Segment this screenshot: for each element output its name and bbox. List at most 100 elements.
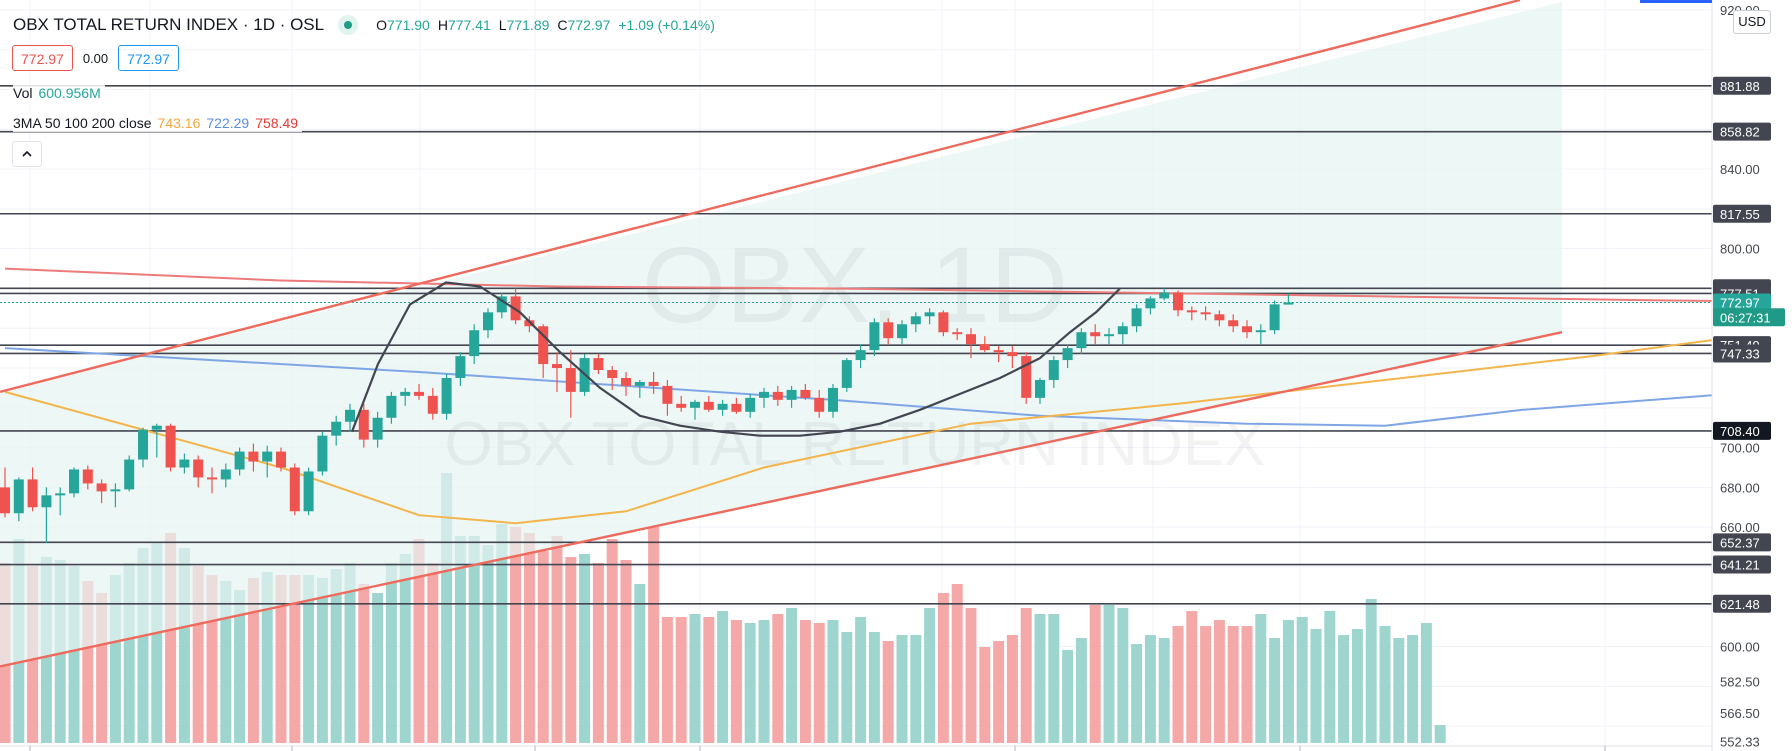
volume-bar [496,524,508,743]
candle [993,346,1004,363]
buy-price-button[interactable]: 772.97 [118,45,179,71]
y-tick-label: 582.50 [1720,674,1760,689]
candle [731,397,742,414]
candle [717,399,728,416]
volume-bar [289,575,301,743]
volume-bar [385,563,397,743]
price-level-label: 621.48 [1720,597,1760,612]
volume-bar [868,632,880,743]
volume-bar [1103,605,1115,743]
candle [634,379,645,398]
candle [690,399,700,420]
countdown-badge [1713,308,1785,327]
volume-bar [1338,635,1350,743]
candle [841,358,852,392]
volume-bar [730,620,742,743]
high-value: 777.41 [447,17,491,33]
candle-body [786,389,797,400]
volume-bar [1393,638,1405,743]
candle-body [1062,348,1073,361]
candle-body [151,425,162,430]
watermark: OBX, 1D OBX TOTAL RETURN INDEX [444,224,1265,479]
horizontal-levels [0,84,1712,605]
ma-indicator-legend[interactable]: 3MA 50 100 200 close 743.16 722.29 758.49 [13,114,303,132]
candle-body [690,401,700,408]
candle-body [883,322,894,339]
candle [1062,344,1073,369]
volume-indicator-value: 600.956M [38,85,101,101]
collapse-legend-button[interactable] [12,141,42,167]
candle-body [110,489,121,492]
candle [1035,377,1045,404]
volume-bar [703,617,715,743]
volume-bar [1351,629,1363,743]
volume-bar [565,557,577,743]
volume-bar [1296,617,1308,743]
price-axis[interactable]: 920.00840.00800.00700.00680.00660.00600.… [1711,0,1792,751]
candle-body [96,483,107,492]
low-value: 771.89 [506,17,550,33]
ma100-line [4,347,1792,427]
price-level-label: 817.55 [1720,207,1760,222]
volume-bar [372,593,384,743]
candle [207,467,217,494]
candle-body [41,495,52,508]
candle-body [703,401,714,410]
cup-pattern-curve [350,281,1121,437]
open-label: O [376,17,387,33]
price-level-label: 772.97 [1720,295,1760,310]
volume-bar [1434,725,1446,743]
candle [676,395,687,412]
candle [786,385,797,408]
low-label: L [498,17,507,33]
candle [952,328,963,341]
price-level-badge [1713,421,1771,440]
spread-value: 0.00 [82,50,109,66]
volume-bar [510,527,522,743]
volume-bar [1048,614,1060,743]
volume-bar [399,554,411,743]
candle [138,427,148,468]
candle-body [1255,330,1266,333]
candle-body [607,370,618,378]
candle [441,373,452,420]
candle-body [717,403,728,410]
market-status-icon[interactable] [338,15,359,35]
candle-body [593,358,604,371]
ma200-line [4,267,1792,303]
candle-body [1007,352,1018,357]
time-axis[interactable] [0,0,1712,751]
candle-body [441,377,452,414]
candle [1117,322,1128,345]
ma50-value: 743.16 [157,115,201,131]
volume-bar [1407,635,1419,743]
volume-bar [924,608,936,743]
volume-bar [1089,605,1101,743]
volume-bar [96,593,108,743]
volume-bar [1379,626,1391,743]
candle [1076,328,1087,355]
volume-bar [1365,599,1377,743]
volume-bar [303,575,315,743]
candle [1145,296,1156,315]
currency-button[interactable]: USD [1733,10,1771,34]
trade-price-row: 772.97 0.00 772.97 [12,45,179,71]
candle [151,423,162,458]
candle [41,487,52,544]
candle-body [841,360,852,388]
candle [1159,288,1170,301]
price-level-badge [1713,533,1771,552]
watermark-symbol: OBX, 1D [642,224,1068,345]
symbol-title[interactable]: OBX TOTAL RETURN INDEX · 1D · OSL [13,15,325,34]
candle [303,467,314,516]
candle-body [1117,326,1128,335]
volume-indicator-legend[interactable]: Vol 600.956M [13,84,105,102]
candle-body [13,479,24,514]
candle-body [276,451,286,468]
candle [331,415,342,446]
sell-price-button[interactable]: 772.97 [12,45,73,71]
candle-body [193,459,204,478]
price-level-badge [1713,122,1771,141]
candle [814,389,825,418]
